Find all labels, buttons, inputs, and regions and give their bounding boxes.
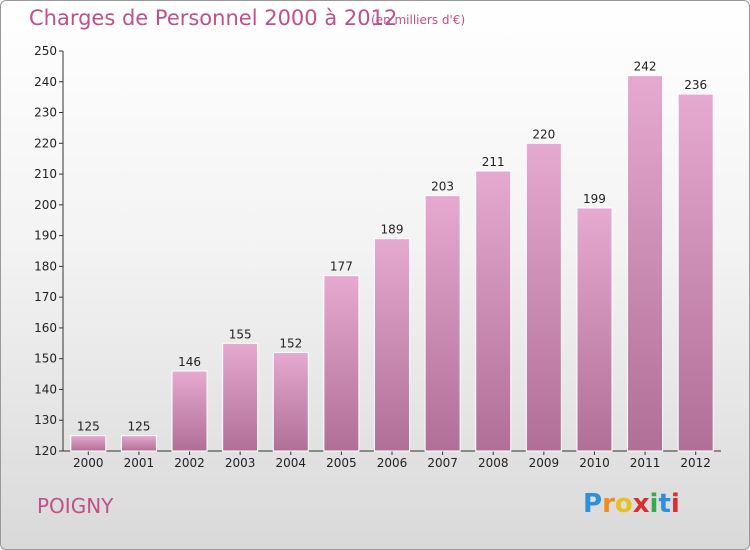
y-tick-label: 130: [34, 413, 57, 427]
logo-letter: o: [614, 489, 633, 519]
bar-value-label: 203: [431, 180, 454, 194]
x-tick-label: 2004: [275, 456, 306, 470]
x-tick-label: 2000: [73, 456, 104, 470]
bar-value-label: 236: [684, 78, 707, 92]
x-axis: 2000 2001 2002 2003 2004 2005 2006 2007 2008 2009…: [63, 450, 721, 470]
chart-title: Charges de Personnel 2000 à 2012: [29, 6, 398, 30]
bar-2000: [70, 435, 107, 452]
y-tick-label: 210: [34, 167, 57, 181]
bar-2008: [475, 170, 512, 452]
bar-2011: [627, 75, 664, 452]
bar-value-label: 199: [583, 192, 606, 206]
logo-letter: i: [649, 489, 659, 519]
bar-value-label: 146: [178, 355, 201, 369]
bar-value-label: 152: [279, 337, 302, 351]
bar-value-label: 125: [77, 420, 100, 434]
x-tick-label: 2012: [680, 456, 711, 470]
x-tick-label: 2008: [478, 456, 509, 470]
y-tick-label: 250: [34, 44, 57, 58]
y-tick-label: 200: [34, 198, 57, 212]
bar-2007: [424, 195, 461, 452]
x-tick-label: 2003: [225, 456, 256, 470]
y-tick-label: 150: [34, 352, 57, 366]
x-tick-label: 2007: [427, 456, 458, 470]
x-tick-label: 2005: [326, 456, 357, 470]
y-tick-label: 230: [34, 106, 57, 120]
x-tick-label: 2001: [124, 456, 155, 470]
logo-letter: P: [583, 489, 603, 519]
logo-letter: i: [670, 489, 680, 519]
bars: 125 125 146 155 152 177 189 203 211 220 199 242 236: [70, 60, 714, 452]
bar-2004: [272, 352, 309, 452]
x-tick-label: 2002: [174, 456, 205, 470]
logo-letter: x: [632, 489, 650, 519]
y-tick-label: 190: [34, 229, 57, 243]
bar-2006: [374, 238, 410, 452]
x-tick-label: 2006: [377, 456, 408, 470]
bar-2012: [677, 93, 714, 452]
bar-2010: [576, 207, 613, 452]
bar-value-label: 242: [634, 60, 657, 74]
bar-value-label: 155: [229, 327, 252, 341]
bar-value-label: 211: [482, 155, 505, 169]
proxiti-logo: Proxiti: [583, 489, 680, 519]
commune-name: POIGNY: [37, 494, 114, 518]
y-tick-label: 140: [34, 382, 57, 396]
chart-subtitle: (en milliers d'€): [371, 13, 466, 27]
bar-value-label: 220: [532, 127, 555, 141]
bar-2003: [222, 342, 259, 452]
y-tick-label: 220: [34, 136, 57, 150]
y-axis: 120 130 140 150 160 170 180 190 200 210 220 230 240 2…: [34, 44, 64, 458]
logo-letter: t: [658, 489, 671, 519]
y-tick-label: 180: [34, 259, 57, 273]
x-tick-label: 2009: [529, 456, 560, 470]
bar-2009: [525, 142, 562, 452]
x-tick-label: 2010: [579, 456, 610, 470]
y-tick-label: 170: [34, 290, 57, 304]
bar-value-label: 189: [381, 223, 404, 237]
bar-value-label: 125: [127, 420, 150, 434]
bar-2001: [120, 435, 157, 452]
y-tick-label: 120: [34, 444, 57, 458]
y-tick-label: 240: [34, 75, 57, 89]
bar-2002: [171, 370, 208, 452]
bar-value-label: 177: [330, 260, 353, 274]
bar-2005: [323, 275, 360, 452]
x-tick-label: 2011: [630, 456, 661, 470]
logo-letter: r: [602, 489, 615, 519]
y-tick-label: 160: [34, 321, 57, 335]
